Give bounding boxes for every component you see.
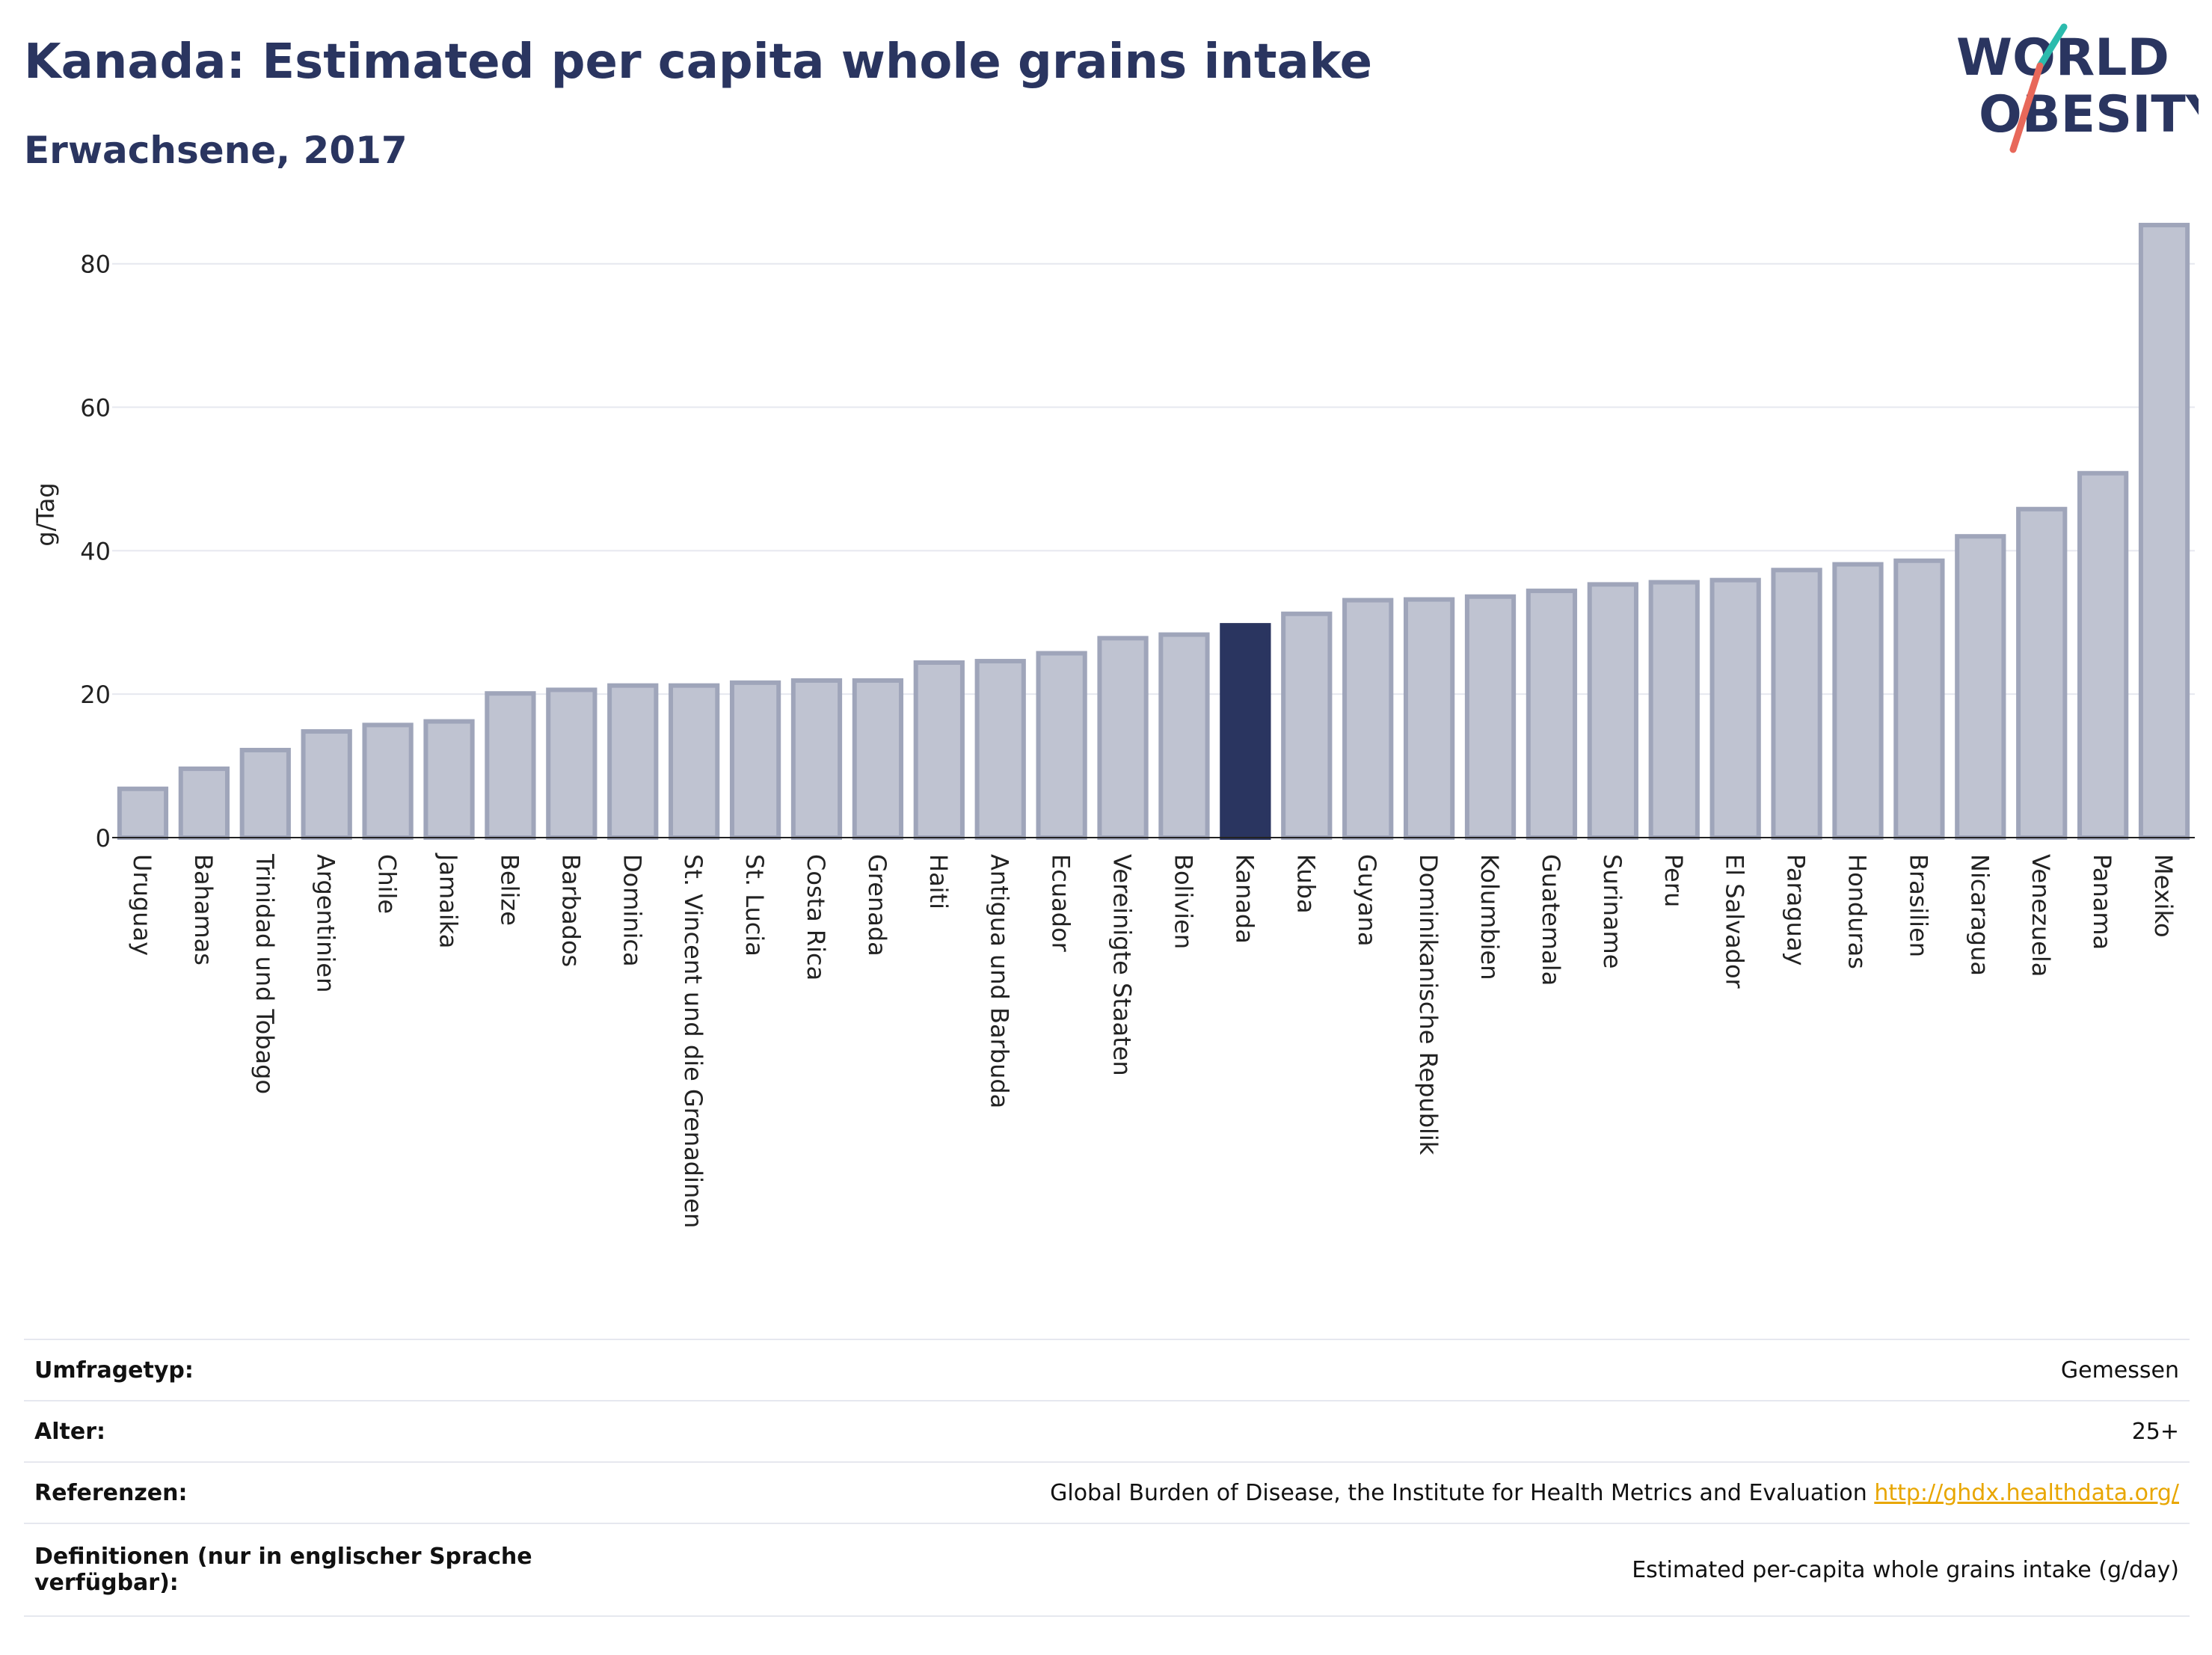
x-tick-label: Brasilien — [1904, 854, 1932, 957]
bar — [852, 678, 904, 841]
x-tick-label: Jamaika — [434, 853, 463, 948]
x-tick-label: Grenada — [863, 854, 891, 957]
bar — [485, 691, 536, 840]
x-tick-label: Honduras — [1843, 854, 1871, 969]
bar — [546, 687, 597, 840]
x-tick-label: Barbados — [556, 854, 585, 967]
y-axis-label: g/Tag — [31, 482, 60, 546]
bar — [1893, 558, 1945, 840]
bar — [2016, 506, 2068, 841]
bar — [1097, 636, 1149, 840]
bar — [1832, 562, 1884, 840]
x-tick-labels: Uruguay Bahamas Trinidad und Tobago Argenti… — [128, 853, 2178, 1228]
chart-subtitle: Erwachsene, 2017 — [24, 129, 408, 172]
bar — [1281, 611, 1333, 840]
bar — [1709, 577, 1761, 840]
bar — [1403, 597, 1455, 841]
age-value: 25+ — [2131, 1418, 2179, 1445]
bar — [362, 722, 414, 840]
bar — [423, 719, 475, 840]
bar — [974, 659, 1026, 841]
bar — [301, 729, 352, 841]
bar — [669, 683, 720, 840]
x-tick-label: Belize — [495, 854, 523, 926]
bars — [117, 222, 2190, 841]
x-tick-label: Ecuador — [1047, 854, 1075, 953]
logo-slash-teal — [2036, 23, 2068, 70]
y-tick-label: 20 — [80, 681, 111, 709]
y-tick-label: 0 — [96, 824, 111, 853]
bar — [1648, 580, 1700, 841]
bar — [2077, 470, 2129, 840]
bar — [607, 683, 659, 840]
x-tick-label: Mexiko — [2149, 854, 2178, 938]
definitions-value: Estimated per-capita whole grains intake… — [1632, 1556, 2179, 1583]
bar — [117, 786, 169, 841]
x-tick-label: Kuba — [1291, 854, 1320, 914]
x-tick-label: Guatemala — [1537, 854, 1565, 986]
y-tick-label: 60 — [80, 394, 111, 423]
bar — [239, 747, 291, 840]
definitions-label: Definitionen (nur in englischer Sprache … — [34, 1544, 532, 1596]
x-tick-label: Haiti — [924, 854, 953, 909]
x-tick-label: Suriname — [1598, 854, 1626, 968]
bar — [1036, 651, 1087, 840]
info-row-age: Alter: 25+ — [24, 1401, 2190, 1462]
x-tick-label: Venezuela — [2027, 854, 2055, 977]
x-tick-label: Trinidad und Tobago — [251, 853, 279, 1094]
x-tick-label: Argentinien — [312, 854, 340, 992]
x-tick-label: Nicaragua — [1965, 854, 1994, 976]
bar — [1342, 598, 1394, 840]
bar — [1587, 582, 1638, 840]
x-tick-label: St. Lucia — [740, 854, 769, 957]
info-row-definitions: Definitionen (nur in englischer Sprache … — [24, 1523, 2190, 1616]
y-tick-label: 40 — [80, 537, 111, 565]
bar — [1464, 594, 1517, 841]
references-value: Global Burden of Disease, the Institute … — [568, 1462, 2190, 1523]
bar — [913, 660, 965, 840]
logo-word-world: WORLD — [1956, 28, 2169, 87]
bar — [178, 766, 230, 840]
x-tick-label: Antigua und Barbuda — [986, 854, 1014, 1108]
x-tick-label: Bolivien — [1169, 854, 1197, 949]
info-table: Umfragetyp: Gemessen Alter: 25+ Referenz… — [24, 1339, 2190, 1617]
bar — [1771, 568, 1822, 840]
survey-type-label: Umfragetyp: — [34, 1357, 194, 1384]
references-text: Global Burden of Disease, the Institute … — [1050, 1479, 1867, 1506]
x-tick-label: Dominica — [618, 854, 646, 967]
x-tick-label: Costa Rica — [802, 854, 830, 980]
info-row-references: Referenzen: Global Burden of Disease, th… — [24, 1462, 2190, 1523]
references-link[interactable]: http://ghdx.healthdata.org/ — [1874, 1479, 2179, 1506]
references-label: Referenzen: — [34, 1479, 188, 1506]
x-tick-label: Dominikanische Republik — [1414, 854, 1443, 1155]
bar — [729, 680, 781, 840]
y-tick-label: 80 — [80, 251, 111, 279]
info-row-survey: Umfragetyp: Gemessen — [24, 1339, 2190, 1401]
x-tick-label: St. Vincent und die Grenadinen — [679, 854, 707, 1228]
bar-chart: 0 20 40 60 80 Uruguay Bahamas Trinidad und Tob… — [31, 222, 2195, 1228]
bar — [1526, 589, 1578, 841]
x-tick-label: Paraguay — [1782, 854, 1810, 965]
bar — [790, 678, 843, 841]
survey-type-value: Gemessen — [2060, 1357, 2179, 1384]
chart-title: Kanada: Estimated per capita whole grain… — [24, 34, 1372, 90]
age-label: Alter: — [34, 1418, 105, 1445]
x-tick-label: El Salvador — [1721, 854, 1749, 989]
x-tick-label: Kolumbien — [1475, 854, 1504, 980]
y-tick-labels: 0 20 40 60 80 — [80, 251, 111, 853]
bar — [1955, 534, 2006, 840]
bar — [2138, 222, 2190, 841]
x-tick-label: Chile — [373, 854, 402, 914]
x-tick-label: Panama — [2088, 854, 2116, 950]
x-tick-label: Bahamas — [189, 854, 218, 965]
x-tick-label: Guyana — [1353, 854, 1381, 947]
world-obesity-logo: WORLD OBESITY — [1956, 23, 2199, 153]
x-tick-label: Peru — [1659, 854, 1688, 907]
logo-slash-red — [2009, 62, 2044, 153]
x-tick-label: Vereinigte Staaten — [1108, 854, 1137, 1076]
bar-highlighted — [1220, 623, 1271, 840]
bar — [1158, 632, 1210, 840]
x-tick-label: Kanada — [1230, 854, 1259, 944]
x-tick-label: Uruguay — [128, 854, 156, 956]
